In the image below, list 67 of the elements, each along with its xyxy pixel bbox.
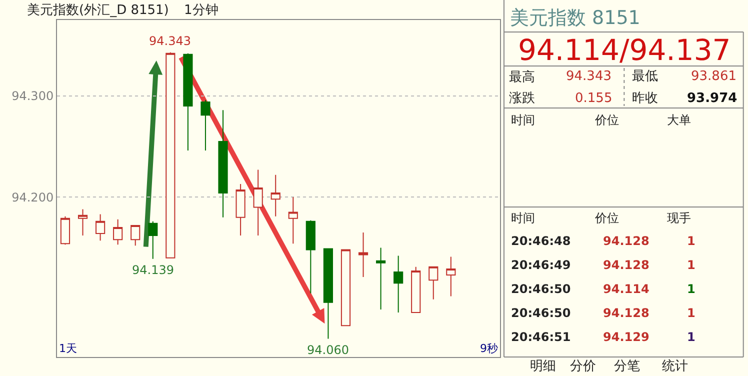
text: 1 <box>687 330 696 344</box>
text: 分价 <box>570 359 596 374</box>
chart-subtitle: 1分钟 <box>184 3 218 18</box>
text: 0.155 <box>575 91 612 106</box>
text: 涨跌 <box>509 91 535 106</box>
candlestick <box>288 196 298 244</box>
text: 价位 <box>594 211 619 225</box>
text: 93.974 <box>687 91 738 106</box>
candlestick <box>323 248 333 340</box>
text: 94.114 <box>603 282 650 296</box>
text: 94.343 <box>566 69 612 84</box>
text: 分笔 <box>614 359 640 374</box>
candlestick <box>130 224 140 246</box>
text: 美元指数 8151 <box>510 7 640 29</box>
text: 20:46:49 <box>511 258 571 272</box>
text: 时间 <box>511 113 535 127</box>
candlestick <box>306 220 316 294</box>
annotation: 1天 <box>59 342 77 355</box>
text: 93.861 <box>691 69 736 84</box>
candlestick <box>376 247 386 310</box>
text: 20:46:50 <box>511 282 571 296</box>
y-tick-label: 94.200 <box>12 190 54 204</box>
text: 昨收 <box>632 91 658 106</box>
text: 1 <box>687 306 696 320</box>
text: 最低 <box>632 69 658 84</box>
candlestick <box>394 255 404 313</box>
candlestick <box>148 220 158 260</box>
candlestick <box>253 169 263 236</box>
candlestick <box>166 52 176 258</box>
text: 统计 <box>662 359 688 374</box>
text: 94.128 <box>603 234 650 248</box>
candlestick <box>358 232 368 278</box>
candlestick <box>446 256 456 297</box>
text: 94.128 <box>603 258 650 272</box>
text: 最高 <box>509 69 535 85</box>
candlestick <box>218 110 228 218</box>
text: 1 <box>687 282 696 296</box>
candlestick <box>60 216 70 246</box>
text: 时间 <box>511 211 535 225</box>
y-tick-label: 94.300 <box>12 89 54 104</box>
text: 9秒 <box>480 342 498 355</box>
candlestick <box>113 218 123 246</box>
text: 大单 <box>667 113 691 127</box>
text: 94.128 <box>603 306 650 320</box>
text: 价位 <box>594 113 619 127</box>
candlestick <box>200 99 210 152</box>
candlestick <box>236 183 246 236</box>
text: 明细 <box>530 359 556 374</box>
text: 1 <box>687 258 696 272</box>
candlestick <box>270 174 280 217</box>
text: 1 <box>687 234 696 248</box>
annotation: 94.343 <box>149 34 191 48</box>
text: 20:46:50 <box>511 306 571 320</box>
text: 94.114/94.137 <box>518 33 731 67</box>
candlestick <box>78 208 88 236</box>
candlestick <box>411 266 421 313</box>
chart-title: 美元指数(外汇_D 8151) <box>27 2 169 18</box>
candlestick <box>183 52 193 152</box>
text: 94.129 <box>603 330 650 344</box>
annotation: 94.139 <box>132 263 174 277</box>
candlestick <box>340 249 351 326</box>
text: 20:46:48 <box>511 234 571 248</box>
text: 现手 <box>667 211 691 225</box>
text: 20:46:51 <box>511 330 571 344</box>
candlestick <box>96 214 106 242</box>
candlestick <box>428 266 438 300</box>
annotation: 94.060 <box>307 343 349 357</box>
